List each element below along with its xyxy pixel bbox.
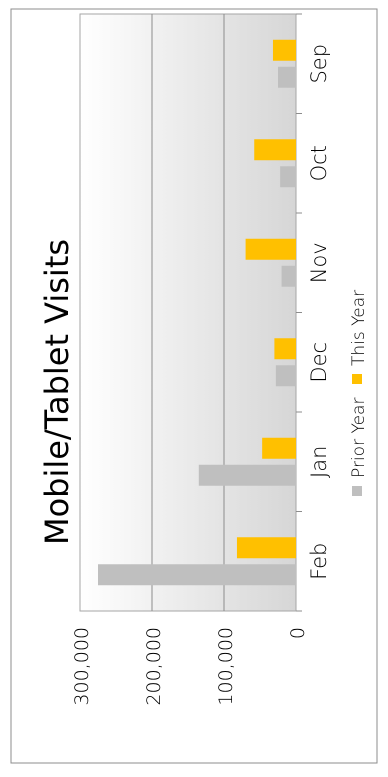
- bar-prior-year: [198, 464, 296, 486]
- bar-prior-year: [281, 265, 296, 287]
- bar-this-year: [274, 338, 296, 360]
- bar-this-year: [262, 437, 296, 459]
- y-tick-label: 100,000: [215, 627, 237, 706]
- bar-prior-year: [98, 564, 296, 586]
- bar-prior-year: [280, 166, 296, 188]
- bar-this-year: [272, 39, 296, 61]
- plot-area: [79, 13, 297, 612]
- bar-prior-year: [275, 365, 296, 387]
- legend-label: This Year: [349, 290, 369, 366]
- bar-prior-year: [278, 66, 296, 88]
- category-label: Oct: [307, 145, 331, 181]
- bar-this-year: [236, 537, 296, 559]
- bar-this-year: [245, 238, 296, 260]
- chart-title: Mobile/Tablet Visits: [38, 239, 76, 545]
- legend-label: Prior Year: [349, 398, 369, 478]
- category-label: Nov: [307, 242, 331, 283]
- legend-marker: [352, 486, 362, 496]
- y-tick-label: 0: [287, 627, 309, 639]
- category-label: Jan: [307, 446, 331, 478]
- category-label: Sep: [307, 44, 331, 84]
- category-label: Feb: [307, 543, 331, 580]
- y-tick-label: 200,000: [143, 627, 165, 706]
- legend-marker: [352, 374, 362, 384]
- category-label: Dec: [307, 342, 331, 383]
- bar-this-year: [254, 139, 296, 161]
- y-tick-label: 300,000: [71, 627, 93, 706]
